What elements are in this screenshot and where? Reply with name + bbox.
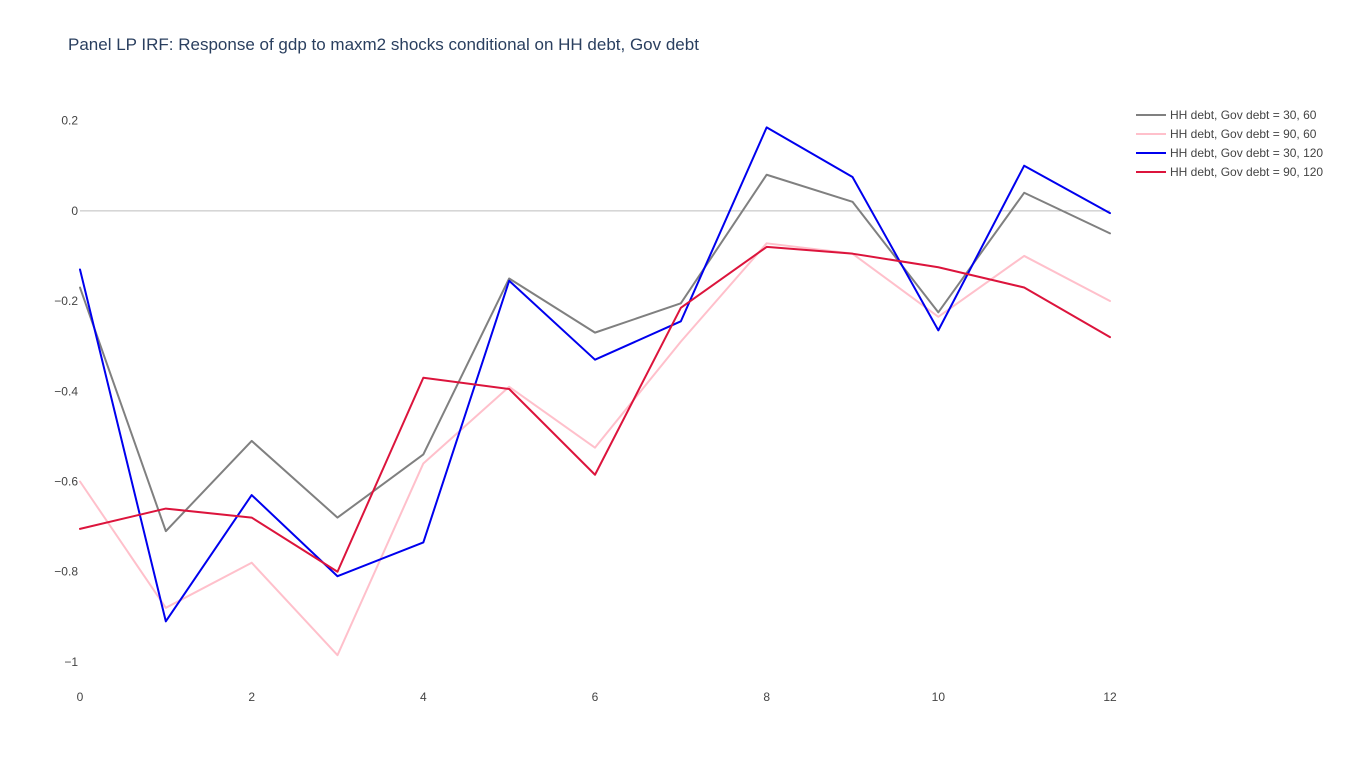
- x-tick-label: 8: [763, 690, 770, 704]
- legend[interactable]: HH debt, Gov debt = 30, 60 HH debt, Gov d…: [1136, 108, 1323, 179]
- x-axis-ticks: 0 2 4 6 8 10 12: [77, 690, 1117, 704]
- series-line-4: [79, 245, 1111, 573]
- legend-label: HH debt, Gov debt = 30, 120: [1170, 146, 1323, 160]
- x-tick-label: 12: [1103, 690, 1117, 704]
- series-line-1: [79, 173, 1111, 533]
- y-tick-label: −1: [64, 655, 78, 669]
- chart-title: Panel LP IRF: Response of gdp to maxm2 s…: [68, 35, 699, 54]
- legend-label: HH debt, Gov debt = 90, 60: [1170, 127, 1317, 141]
- legend-label: HH debt, Gov debt = 90, 120: [1170, 165, 1323, 179]
- y-tick-label: −0.8: [54, 565, 78, 579]
- y-tick-label: 0: [71, 204, 78, 218]
- y-tick-label: −0.6: [54, 475, 78, 489]
- legend-item-2[interactable]: HH debt, Gov debt = 90, 60: [1136, 127, 1317, 141]
- y-axis-ticks: 0.2 0 −0.2 −0.4 −0.6 −0.8 −1: [54, 114, 78, 669]
- x-tick-label: 0: [77, 690, 84, 704]
- legend-item-1[interactable]: HH debt, Gov debt = 30, 60: [1136, 108, 1317, 122]
- x-tick-label: 10: [932, 690, 946, 704]
- y-tick-label: −0.2: [54, 294, 78, 308]
- series-lines: [79, 126, 1111, 657]
- legend-item-3[interactable]: HH debt, Gov debt = 30, 120: [1136, 146, 1323, 160]
- series-line-3: [79, 126, 1111, 623]
- y-tick-label: 0.2: [61, 114, 78, 128]
- series-line-2: [79, 242, 1111, 657]
- legend-item-4[interactable]: HH debt, Gov debt = 90, 120: [1136, 165, 1323, 179]
- x-tick-label: 6: [592, 690, 599, 704]
- x-tick-label: 2: [248, 690, 255, 704]
- y-tick-label: −0.4: [54, 384, 78, 398]
- legend-label: HH debt, Gov debt = 30, 60: [1170, 108, 1317, 122]
- x-tick-label: 4: [420, 690, 427, 704]
